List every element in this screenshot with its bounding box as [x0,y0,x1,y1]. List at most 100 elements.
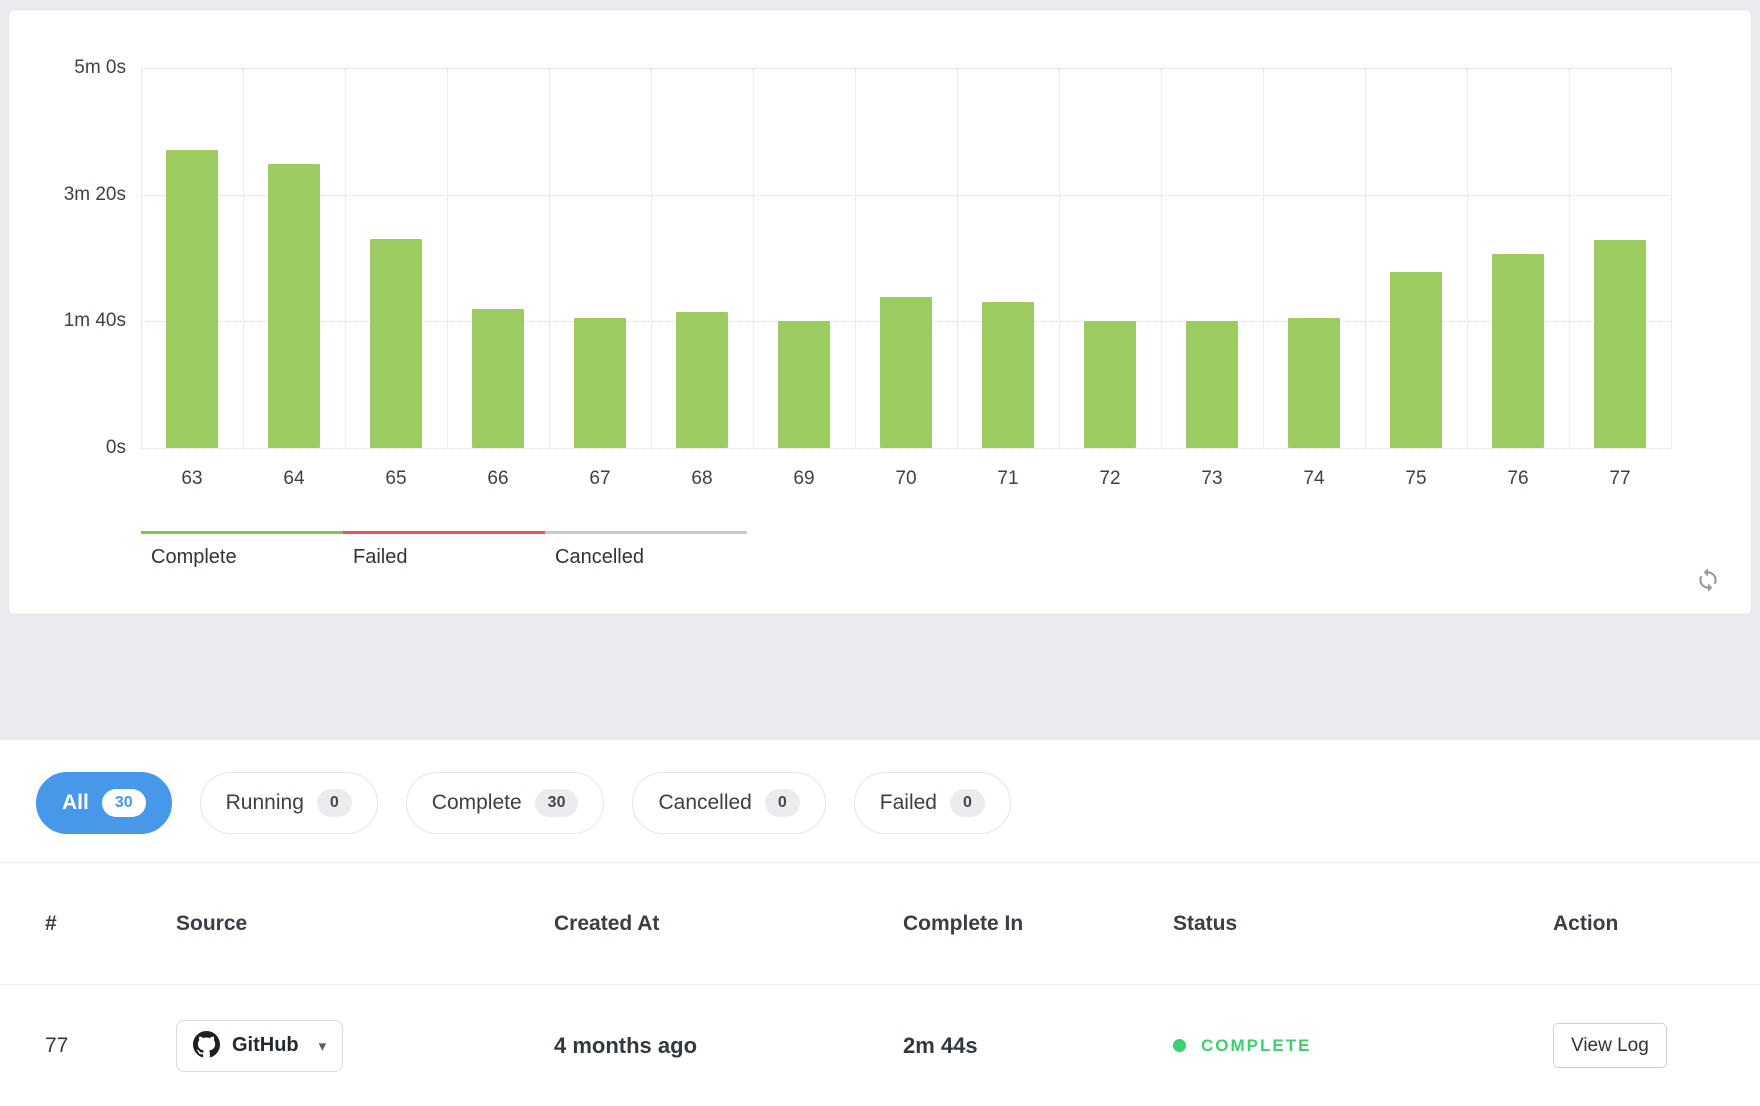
chart-bar-75[interactable] [1390,271,1442,448]
gridline-vertical [243,68,244,448]
chart-legend: Complete Failed Cancelled [141,531,747,569]
gridline-vertical [1059,68,1060,448]
chart-bar-63[interactable] [166,150,218,448]
filter-count-badge: 30 [534,789,579,817]
x-tick-label: 76 [1507,468,1529,489]
filter-failed[interactable]: Failed 0 [853,772,1011,834]
chart-plot [141,68,1672,449]
refresh-button[interactable] [1693,566,1723,596]
filter-label: Failed [879,791,937,814]
chart-y-axis: 0s 1m 40s 3m 20s 5m 0s [9,10,126,614]
filter-all[interactable]: All 30 [36,772,172,834]
x-tick-label: 74 [1303,468,1325,489]
gridline-vertical [345,68,346,448]
chart-bar-66[interactable] [472,308,524,448]
chart-bar-69[interactable] [778,321,830,448]
legend-label: Cancelled [555,546,644,568]
source-dropdown-button[interactable]: GitHub ▾ [176,1019,344,1072]
col-header-complete-in: Complete In [903,911,1024,935]
x-tick-label: 65 [385,468,407,489]
legend-label: Failed [353,546,408,568]
y-tick-label: 1m 40s [63,310,126,332]
complete-in-value: 2m 44s [903,1032,978,1058]
filter-label: All [62,791,89,814]
chart-bar-67[interactable] [574,317,626,448]
filter-label: Running [225,791,304,814]
y-tick-label: 5m 0s [74,57,126,78]
x-tick-label: 63 [181,468,203,489]
x-tick-label: 64 [283,468,305,489]
x-tick-label: 66 [487,468,509,489]
x-tick-label: 70 [895,468,917,489]
legend-line-failed [343,531,545,534]
x-tick-label: 71 [997,468,1019,489]
x-tick-label: 73 [1201,468,1223,489]
build-duration-chart-card: 0s 1m 40s 3m 20s 5m 0s 63 64 65 66 67 68 69 70 71 72… [8,9,1752,615]
y-tick-label: 0s [105,437,126,458]
x-tick-label: 67 [589,468,611,489]
status-filters: All 30 Running 0 Complete 30 Cancelled 0… [0,740,1760,862]
gridline-vertical [753,68,754,448]
refresh-icon [1695,567,1721,596]
legend-item-cancelled[interactable]: Cancelled [545,531,747,569]
chart-bar-70[interactable] [880,297,932,448]
gridline-vertical [1569,68,1570,448]
col-header-action: Action [1553,911,1619,935]
status-badge: COMPLETE [1173,1036,1553,1056]
legend-item-complete[interactable]: Complete [141,531,343,569]
gridline-vertical [855,68,856,448]
gridline-vertical [1671,68,1672,448]
created-at-value: 4 months ago [554,1032,698,1058]
build-number: 77 [45,1033,69,1057]
gridline-vertical [447,68,448,448]
x-tick-label: 69 [793,468,815,489]
filter-running[interactable]: Running 0 [199,772,378,834]
x-tick-label: 77 [1609,468,1631,489]
chart-bar-74[interactable] [1288,317,1340,448]
chevron-down-icon: ▾ [318,1037,327,1055]
chart-bar-76[interactable] [1492,254,1544,448]
chart-bar-64[interactable] [268,164,320,448]
x-tick-label: 75 [1405,468,1427,489]
gridline-vertical [1263,68,1264,448]
gridline-vertical [1365,68,1366,448]
filter-label: Cancelled [658,791,752,814]
col-header-source: Source [176,911,248,935]
chart-bar-68[interactable] [676,312,728,448]
gridline-vertical [651,68,652,448]
filter-cancelled[interactable]: Cancelled 0 [632,772,826,834]
filter-count-badge: 30 [101,789,146,817]
filter-complete[interactable]: Complete 30 [405,772,605,834]
gridline-vertical [1467,68,1468,448]
legend-label: Complete [151,546,237,568]
table-row: 77 GitHub ▾ 4 months ago 2m 44s COMPLETE… [0,984,1760,1106]
view-log-button[interactable]: View Log [1553,1023,1667,1068]
chart-bar-72[interactable] [1084,321,1136,448]
col-header-number: # [45,911,57,935]
gridline-vertical [957,68,958,448]
table-header-row: # Source Created At Complete In Status A… [0,862,1760,984]
y-tick-label: 3m 20s [63,183,126,205]
col-header-created-at: Created At [554,911,660,935]
gridline-vertical [1161,68,1162,448]
builds-table-section: All 30 Running 0 Complete 30 Cancelled 0… [0,740,1760,1106]
legend-line-complete [141,531,343,534]
filter-count-badge: 0 [316,789,352,817]
filter-count-badge: 0 [949,789,985,817]
github-icon [193,1030,220,1061]
col-header-status: Status [1173,911,1238,935]
gridline-horizontal [141,448,1671,449]
gridline-horizontal [141,68,1671,69]
x-tick-label: 72 [1099,468,1121,489]
gridline-horizontal [141,194,1671,196]
x-tick-label: 68 [691,468,713,489]
status-dot-icon [1173,1039,1186,1052]
filter-count-badge: 0 [764,789,800,817]
legend-item-failed[interactable]: Failed [343,531,545,569]
chart-bar-65[interactable] [370,239,422,448]
filter-label: Complete [431,791,522,814]
chart-bar-73[interactable] [1186,321,1238,448]
chart-bar-71[interactable] [982,302,1034,448]
chart-bar-77[interactable] [1594,240,1646,448]
legend-line-cancelled [545,531,747,534]
